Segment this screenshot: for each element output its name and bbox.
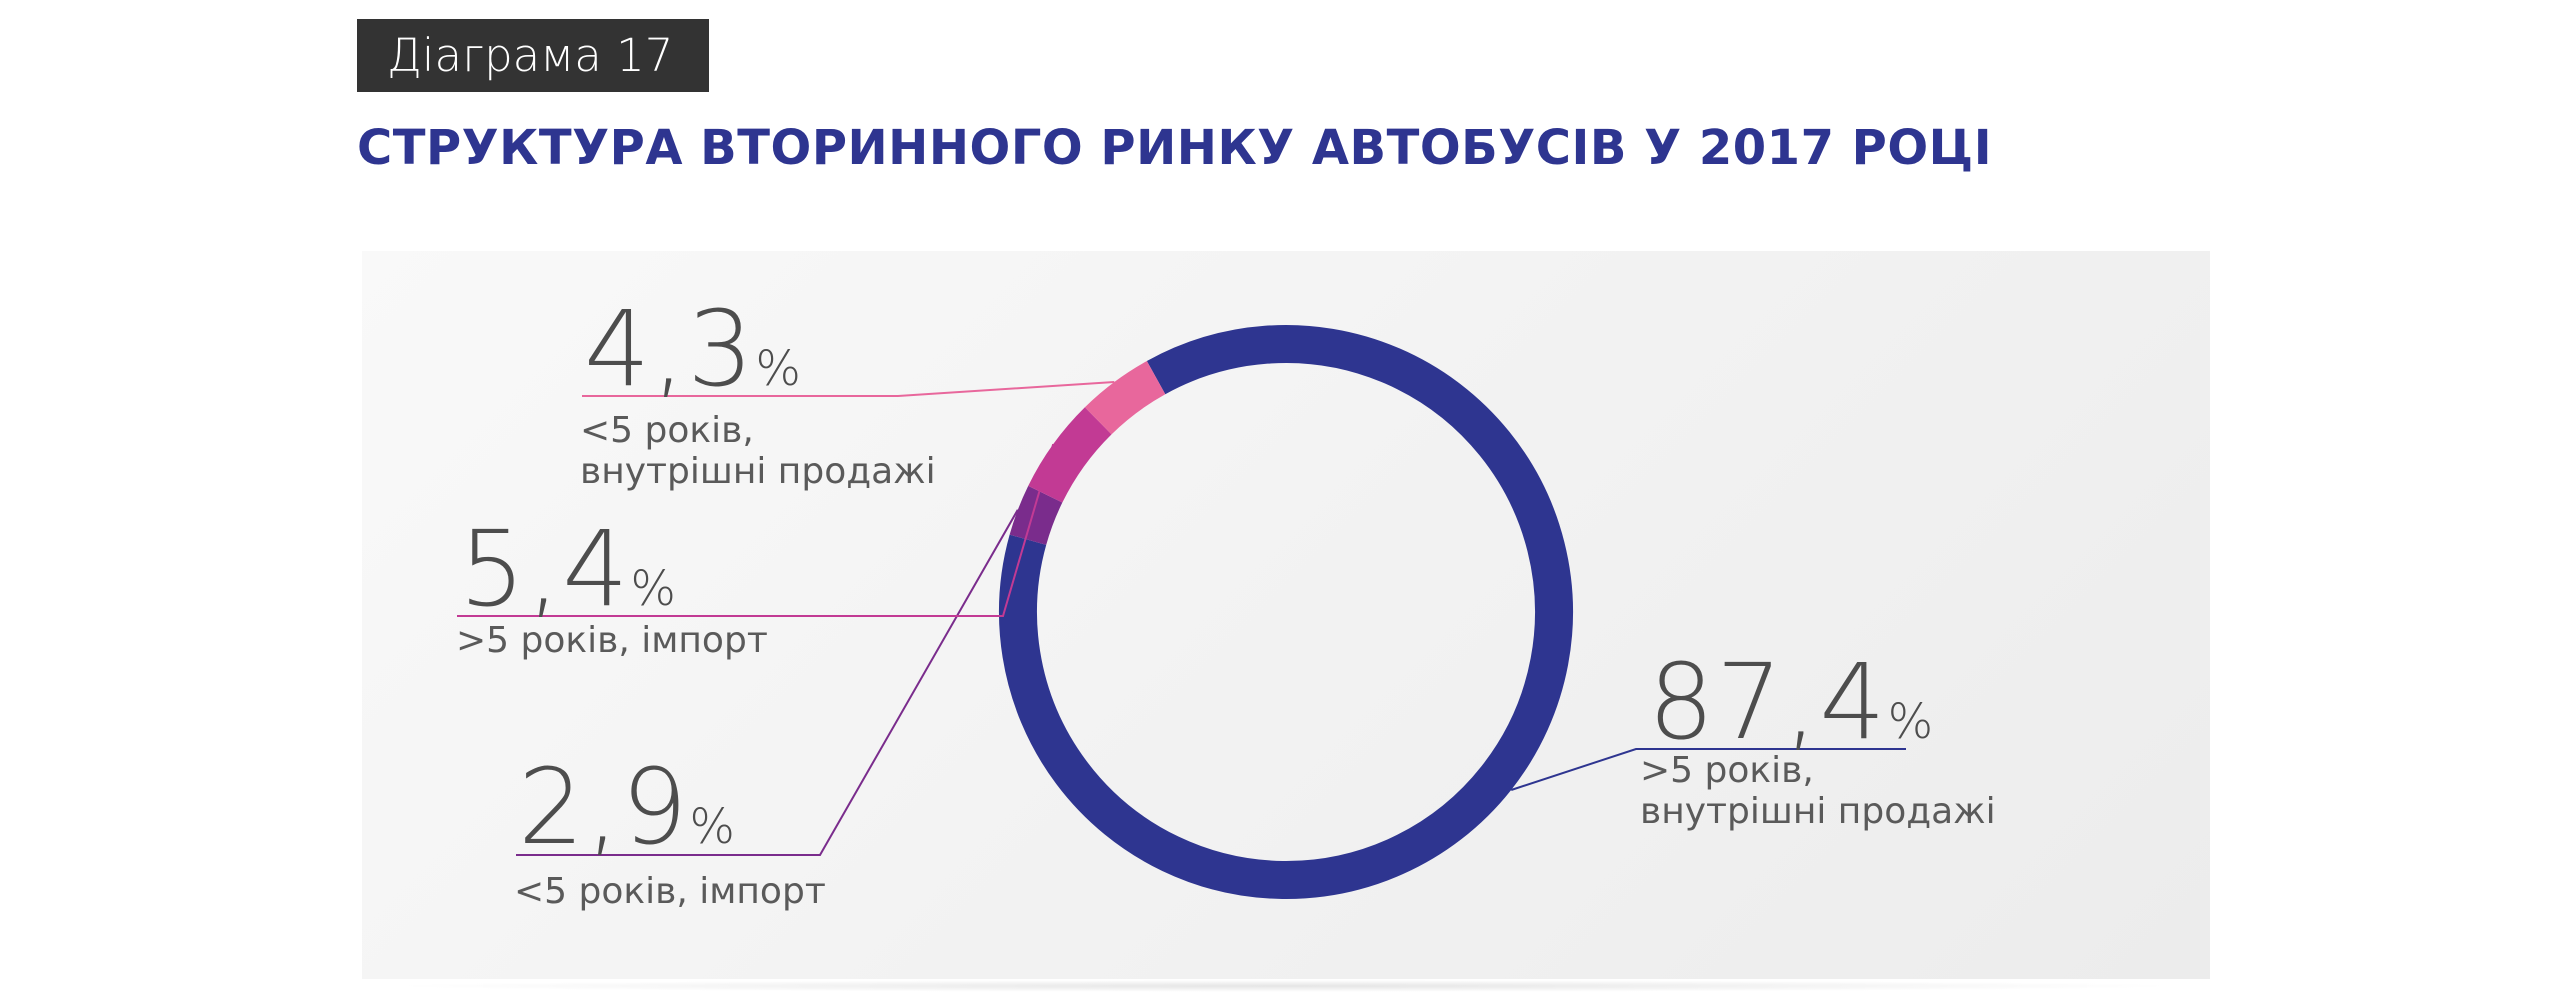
category-label-3: <5 років, [580, 410, 754, 451]
donut-slice-3 [1084, 360, 1166, 435]
value-unit-0: % [1888, 694, 1936, 750]
value-label-2: 5,4% [459, 508, 678, 630]
leader-line-0 [1510, 748, 1906, 791]
chart-title: СТРУКТУРА ВТОРИННОГО РИНКУ АВТОБУСІВ У 2… [357, 120, 1993, 176]
value-number-3: 4,3 [584, 288, 755, 410]
value-unit-2: % [630, 561, 678, 617]
chart-number-badge: Діаграма 17 [357, 19, 709, 92]
value-number-2: 5,4 [459, 508, 630, 630]
value-unit-3: % [755, 341, 803, 397]
value-label-1: 2,9% [518, 746, 737, 868]
category-label-line2-3: внутрішні продажі [580, 451, 936, 492]
value-label-0: 87,4% [1648, 641, 1935, 763]
panel-shadow [380, 980, 2190, 992]
category-label-2: >5 років, імпорт [456, 620, 768, 661]
leader-line-2 [457, 443, 1055, 617]
value-number-0: 87,4 [1648, 641, 1888, 763]
category-label-0: >5 років, [1640, 750, 1814, 791]
value-number-1: 2,9 [518, 746, 689, 868]
leader-line-3 [582, 381, 1115, 397]
donut-slice-0 [999, 325, 1573, 899]
donut-slice-2 [1028, 407, 1112, 503]
leader-line-1 [516, 509, 1019, 856]
value-unit-1: % [689, 799, 737, 855]
donut-slice-1 [1009, 485, 1063, 546]
value-label-3: 4,3% [584, 288, 803, 410]
category-label-1: <5 років, імпорт [514, 871, 826, 912]
category-label-line2-0: внутрішні продажі [1640, 791, 1996, 832]
